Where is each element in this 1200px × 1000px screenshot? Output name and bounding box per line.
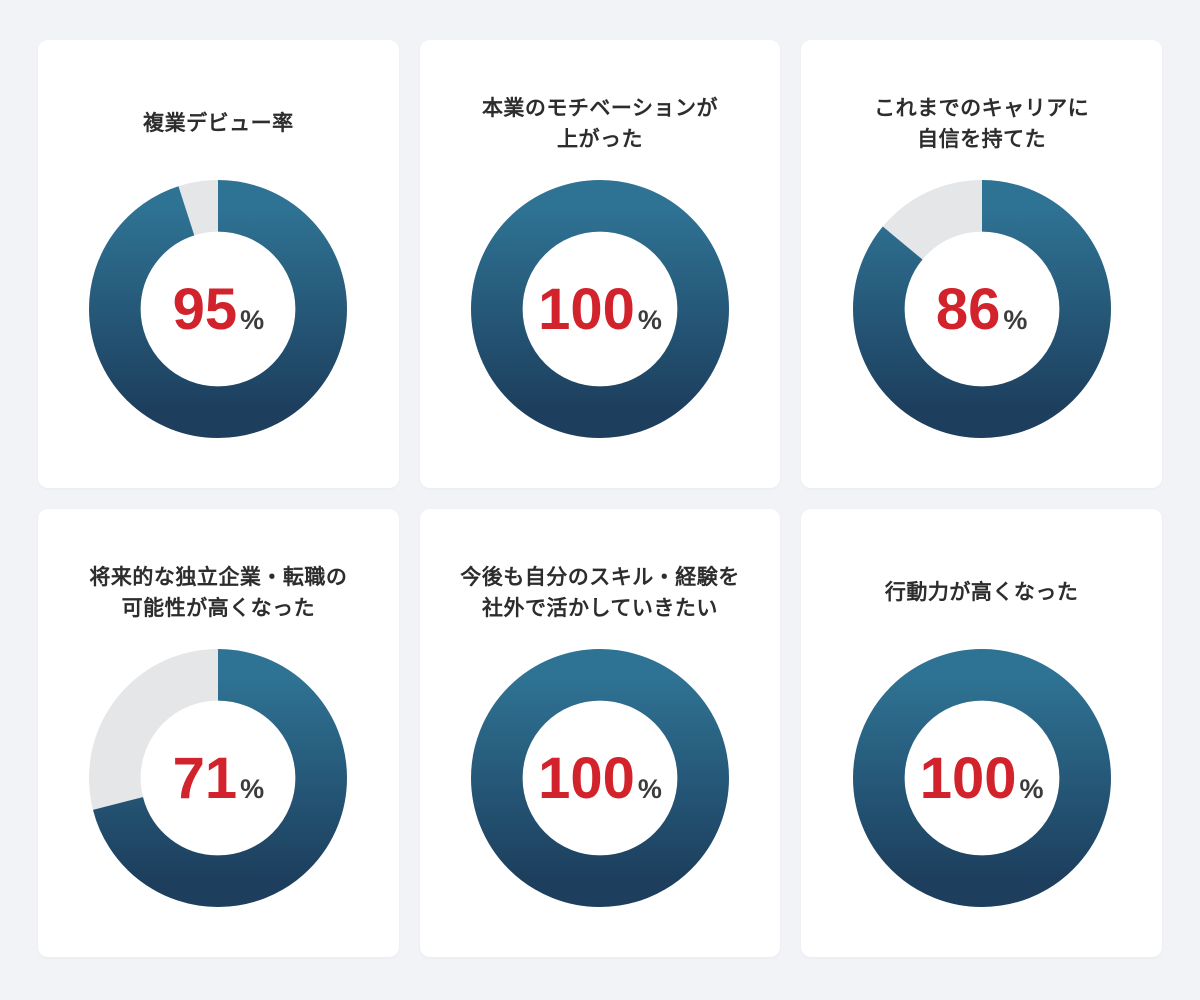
donut-chart: 95% [89, 180, 348, 438]
donut-chart: 100% [470, 649, 729, 907]
donut-chart: 100% [852, 649, 1111, 907]
donut-ring [89, 180, 348, 438]
card-title: 行動力が高くなった [885, 551, 1079, 635]
card-title: 複業デビュー率 [143, 82, 294, 166]
card-title: 将来的な独立企業・転職の 可能性が高くなった [89, 551, 347, 635]
donut-ring [470, 649, 729, 907]
donut-card: これまでのキャリアに 自信を持てた 86% [801, 40, 1162, 488]
card-title-line: 本業のモチベーションが [481, 96, 719, 120]
card-title-line: 社外で活かしていきたい [482, 597, 718, 620]
card-title-line: 今後も自分のスキル・経験を [460, 565, 740, 589]
card-title-line: 行動力が高くなった [884, 581, 1079, 605]
card-title: 本業のモチベーションが 上がった [482, 82, 718, 166]
card-title-line: 自信を持てた [917, 128, 1047, 151]
donut-card: 本業のモチベーションが 上がった 100% [419, 40, 781, 488]
donut-card: 将来的な独立企業・転職の 可能性が高くなった 71% [38, 509, 399, 957]
donut-card: 今後も自分のスキル・経験を 社外で活かしていきたい 100% [419, 509, 781, 957]
donut-chart: 100% [470, 180, 729, 438]
donut-card: 行動力が高くなった 100% [801, 509, 1162, 957]
card-title: これまでのキャリアに 自信を持てた [874, 82, 1089, 166]
donut-ring [89, 649, 348, 907]
donut-ring [852, 649, 1111, 907]
donut-chart: 71% [89, 649, 348, 907]
donut-ring [852, 180, 1111, 438]
card-title-line: これまでのキャリアに [874, 96, 1090, 120]
donut-card: 複業デビュー率 95% [38, 40, 399, 488]
card-title-line: 将来的な独立企業・転職の [89, 565, 348, 589]
donut-chart: 86% [852, 180, 1111, 438]
card-title-line: 可能性が高くなった [121, 597, 316, 620]
donut-ring [470, 180, 729, 438]
card-title: 今後も自分のスキル・経験を 社外で活かしていきたい [460, 551, 740, 635]
card-title-line: 複業デビュー率 [143, 112, 294, 136]
card-title-line: 上がった [556, 128, 643, 151]
